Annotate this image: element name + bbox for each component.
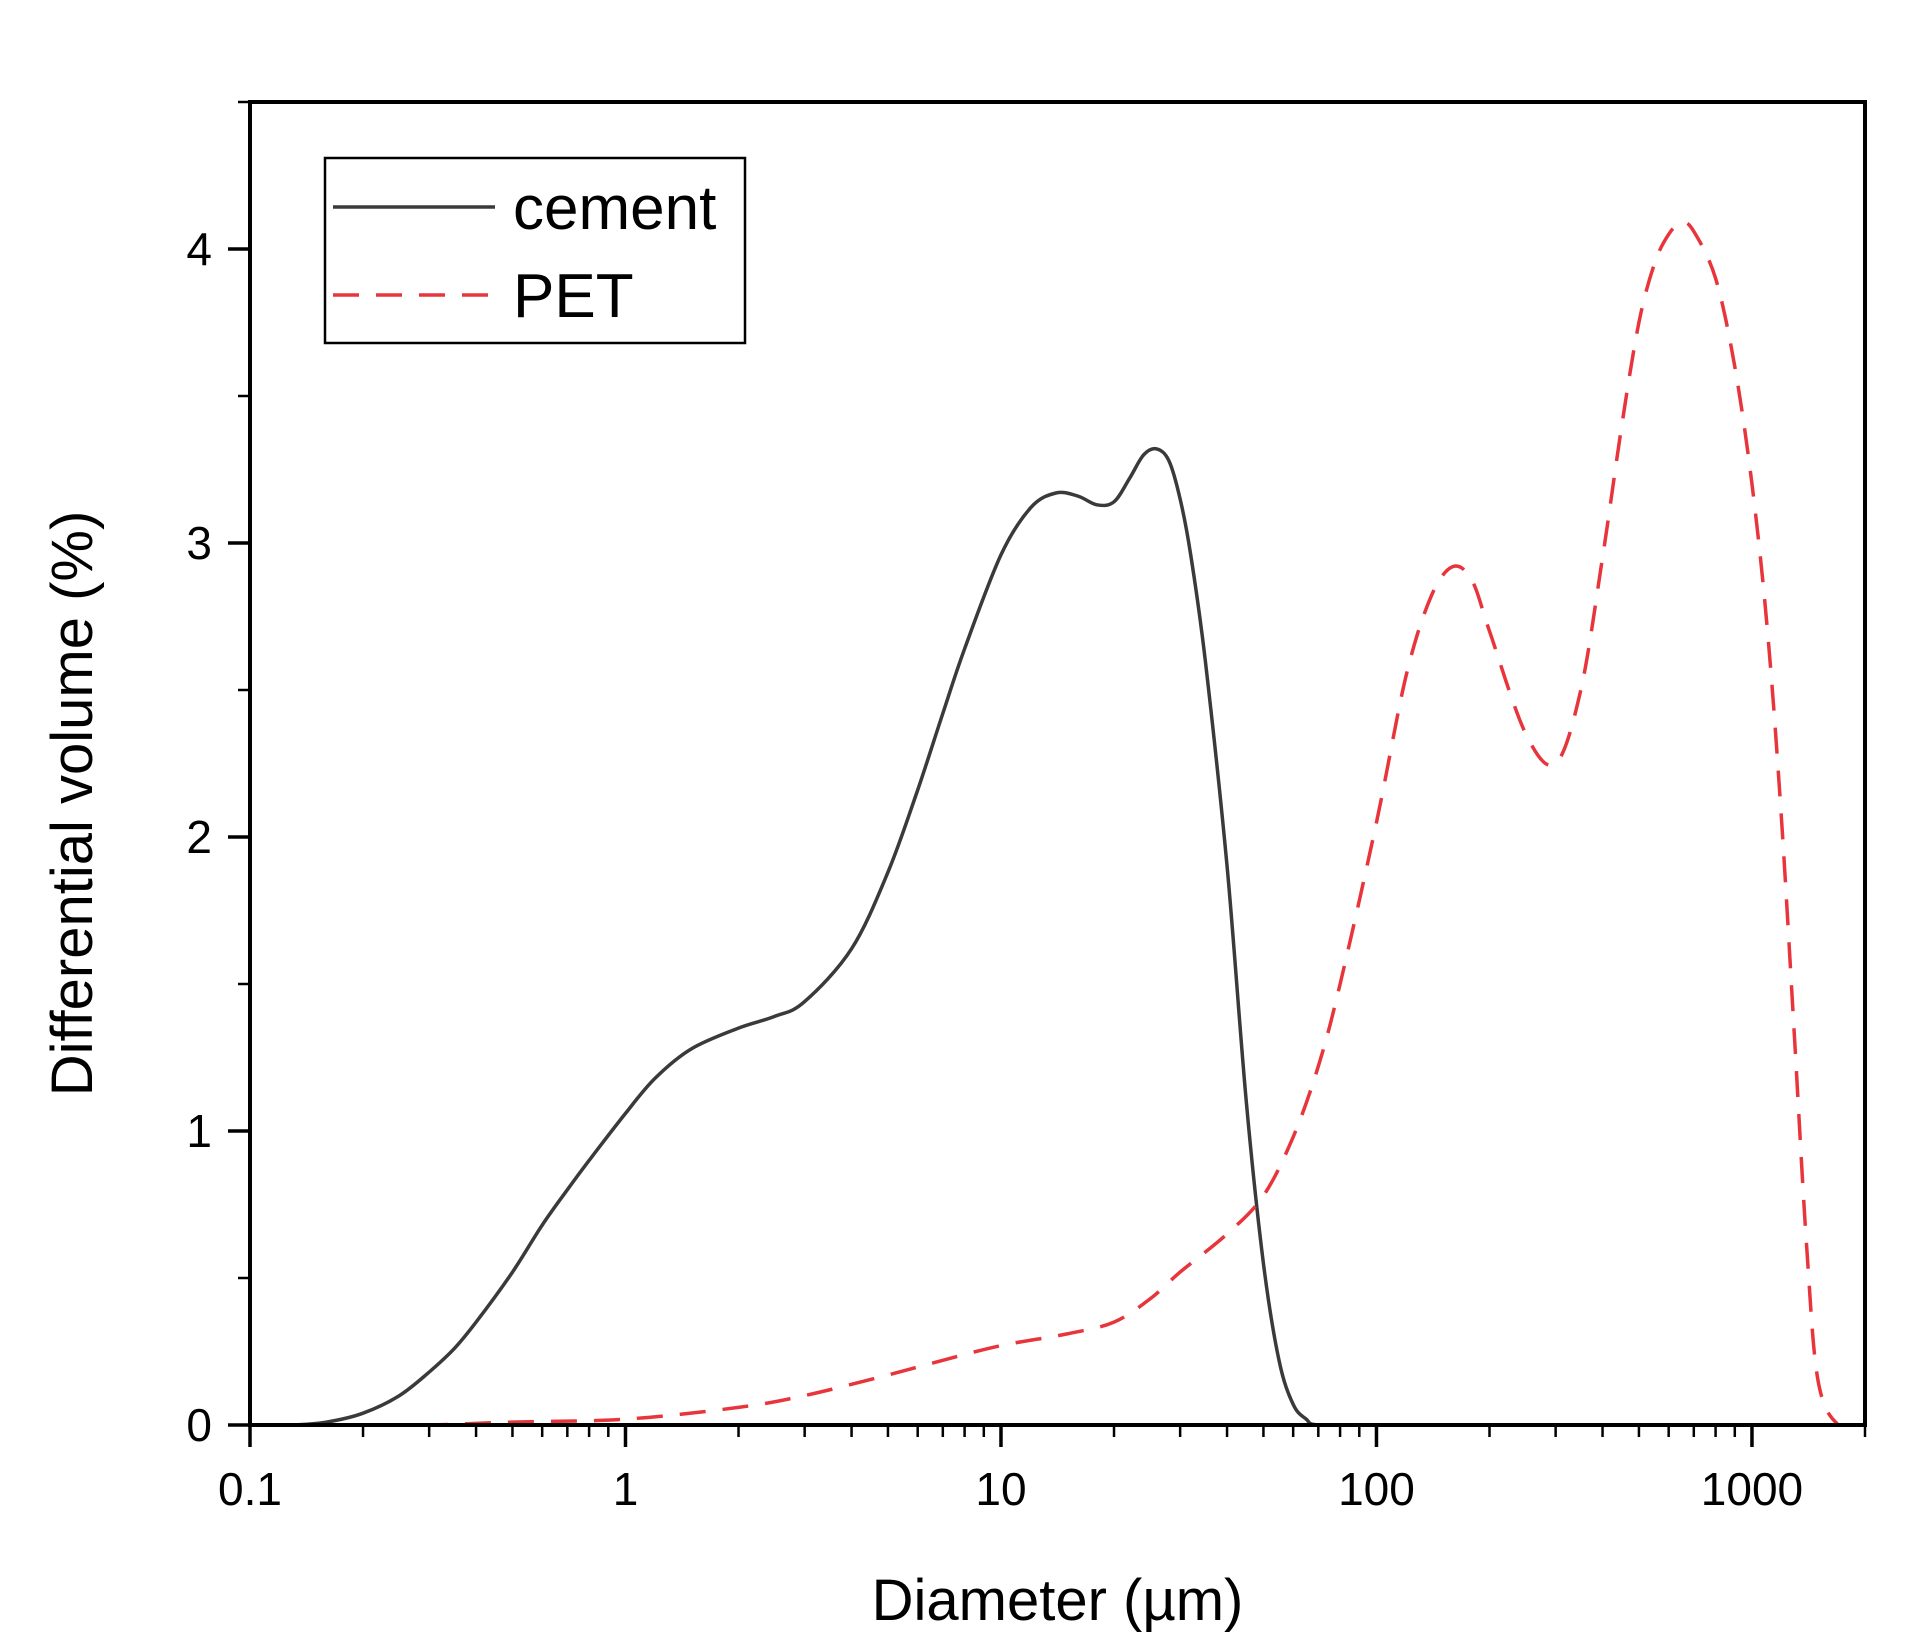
- legend-label-pet: PET: [513, 262, 634, 331]
- x-tick-label: 10: [975, 1463, 1026, 1515]
- y-tick-label: 0: [186, 1399, 212, 1451]
- y-axis-label: Differential volume (%): [40, 511, 105, 1097]
- x-tick-label: 0.1: [218, 1463, 282, 1515]
- x-tick-label: 100: [1338, 1463, 1415, 1515]
- series-line-cement: [249, 446, 1865, 1427]
- series-line-pet: [249, 220, 1865, 1427]
- x-axis-ticks: 0.1 1 10 100 1000: [218, 1425, 1867, 1515]
- legend-label-cement: cement: [513, 174, 716, 243]
- y-tick-label: 1: [186, 1105, 212, 1157]
- y-tick-label: 2: [186, 811, 212, 863]
- x-tick-label: 1000: [1701, 1463, 1803, 1515]
- legend: cement PET: [323, 156, 747, 345]
- x-tick-label: 1: [613, 1463, 639, 1515]
- series-layer: [249, 220, 1865, 1427]
- plot-frame: [248, 100, 1867, 1427]
- y-axis-ticks: 0 1 2 3 4: [186, 100, 250, 1451]
- legend-box: [323, 156, 747, 345]
- y-tick-label: 3: [186, 517, 212, 569]
- y-tick-label: 4: [186, 223, 212, 275]
- x-axis-label: Diameter (µm): [872, 1568, 1244, 1633]
